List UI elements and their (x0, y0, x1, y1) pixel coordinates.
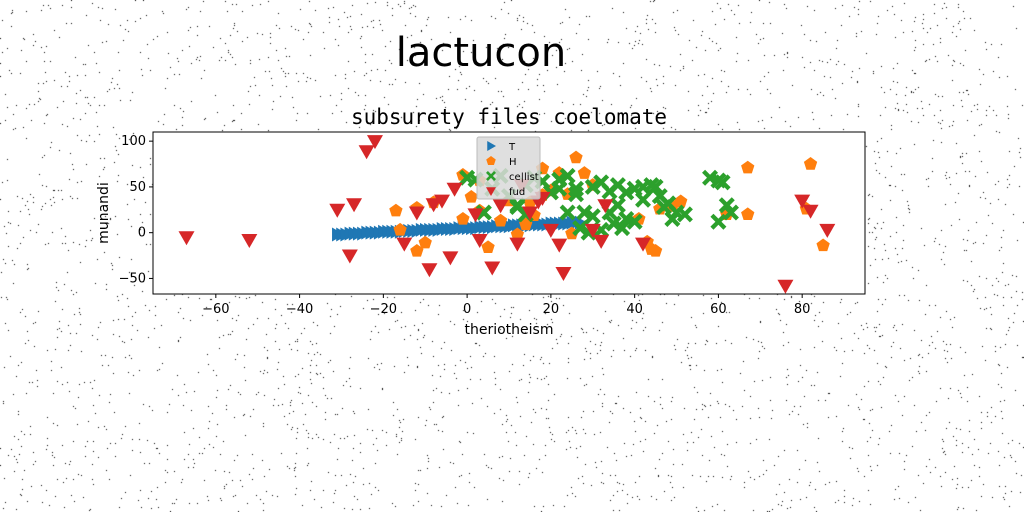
legend-entry-label: H (509, 157, 517, 168)
legend-entry-label: ce|list (509, 172, 539, 183)
x-tick-label: −40 (286, 302, 313, 317)
x-tick-label: 0 (463, 302, 471, 317)
y-tick-label: 0 (138, 226, 146, 241)
x-tick-label: 80 (794, 302, 811, 317)
chart-title: subsurety files coelomate (351, 105, 667, 129)
y-tick-label: −50 (119, 271, 146, 286)
x-tick-label: −20 (370, 302, 397, 317)
legend-entry-label: T (508, 142, 516, 153)
y-axis-ticks: −50 0 50 100 (119, 134, 153, 286)
x-tick-label: 60 (710, 302, 727, 317)
legend-entry-label: fud (509, 187, 525, 198)
x-tick-label: −60 (202, 302, 229, 317)
y-tick-label: 50 (129, 180, 146, 195)
x-axis-ticks: −60 −40 −20 0 20 40 60 80 (202, 294, 810, 317)
y-tick-label: 100 (121, 134, 146, 149)
y-axis-label: munandi (96, 182, 112, 244)
x-axis-label: theriotheism (465, 322, 554, 338)
x-tick-label: 20 (543, 302, 560, 317)
x-tick-label: 40 (626, 302, 643, 317)
